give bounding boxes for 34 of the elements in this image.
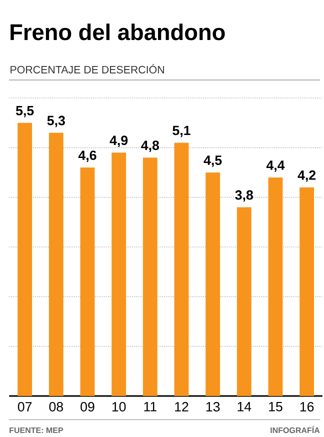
- data-label: 5,5: [16, 106, 34, 118]
- bar: [48, 132, 64, 396]
- chart-title: Freno del abandono: [10, 24, 225, 40]
- source-note: FUENTE: MEP: [10, 427, 63, 434]
- x-tick-label: 15: [269, 402, 282, 412]
- bar: [174, 142, 189, 396]
- bar: [236, 207, 252, 396]
- x-tick-label: 10: [112, 402, 126, 412]
- bar: [206, 172, 220, 396]
- data-label: 3,8: [235, 190, 253, 202]
- x-tick-label: 07: [18, 402, 32, 412]
- bar: [142, 158, 158, 396]
- x-tick-label: 13: [206, 402, 220, 412]
- x-tick-label: 16: [300, 402, 314, 412]
- data-label: 5,3: [47, 116, 65, 128]
- x-tick-label: 09: [80, 402, 94, 412]
- data-label: 4,8: [141, 140, 159, 152]
- data-label: 4,9: [110, 136, 128, 148]
- text: INFOGRAFÍA: [270, 426, 320, 434]
- x-tick-label: 14: [238, 402, 252, 412]
- x-tick-label: 08: [49, 402, 63, 412]
- data-label: 4,5: [204, 156, 222, 167]
- data-label: 4,6: [78, 150, 96, 162]
- data-label: 4,2: [298, 170, 316, 182]
- data-label: 4,4: [266, 160, 285, 172]
- bar: [18, 122, 32, 396]
- x-tick-label: 11: [144, 402, 156, 412]
- chart-subtitle: PORCENTAJE DE DESERCIÓN: [10, 64, 164, 74]
- bar: [268, 177, 283, 396]
- bar: [112, 152, 126, 396]
- data-label: 5,1: [172, 126, 190, 138]
- bar: [300, 187, 314, 396]
- x-tick-label: 12: [175, 402, 188, 412]
- bar: [80, 168, 95, 396]
